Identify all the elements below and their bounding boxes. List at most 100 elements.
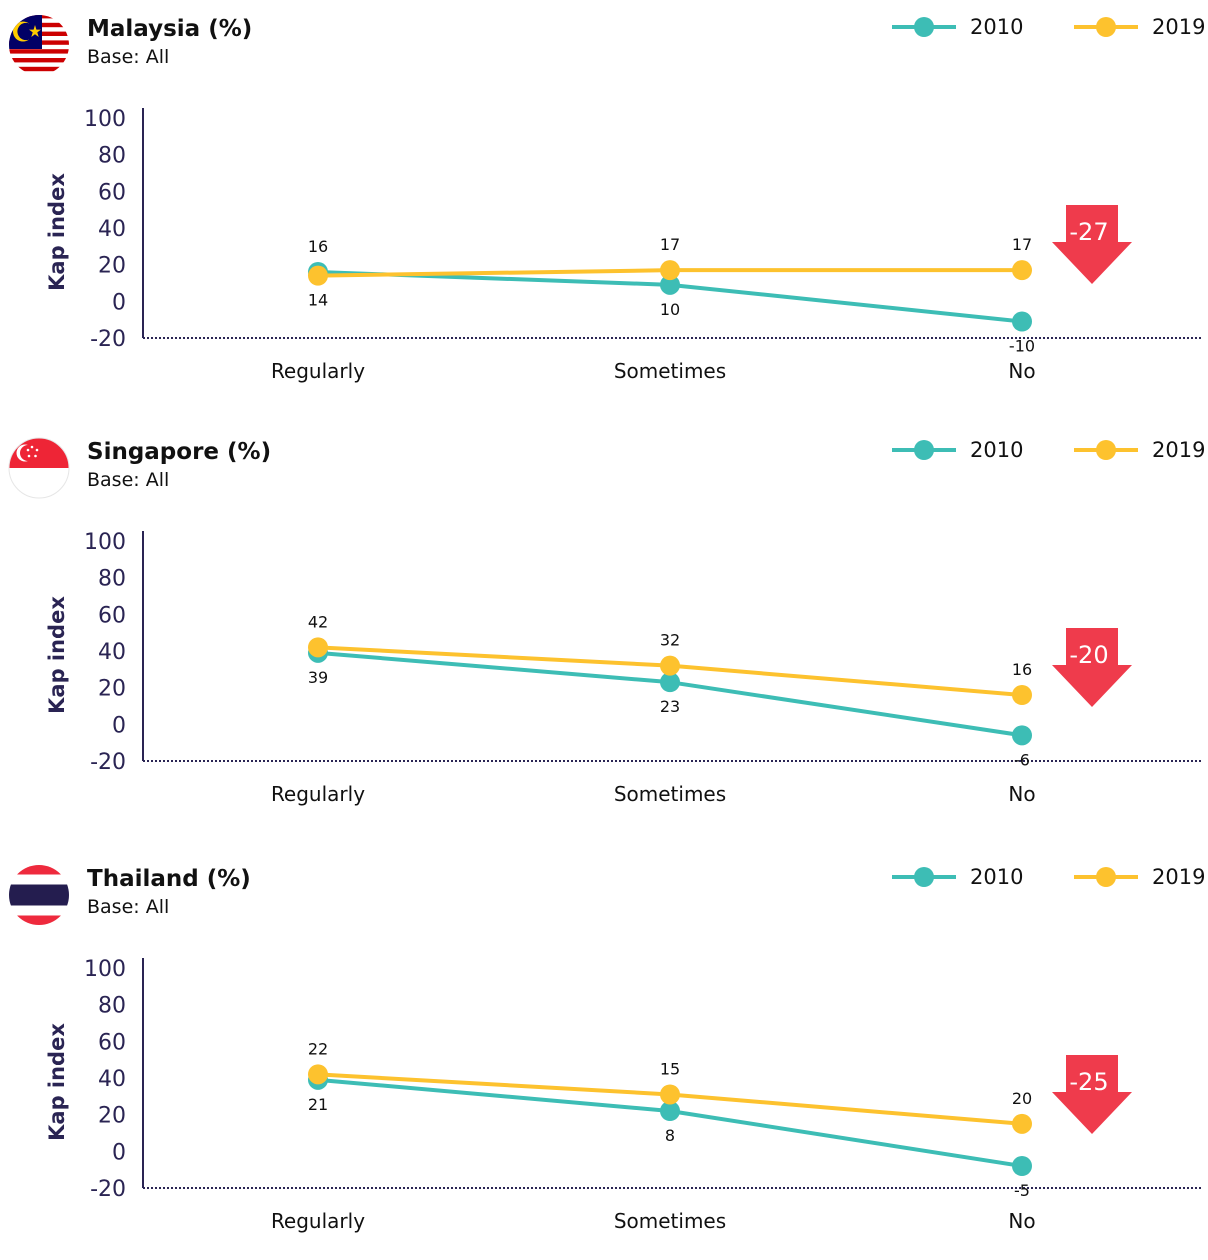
- y-tick-label: 60: [98, 603, 126, 628]
- y-tick-label: -20: [90, 1177, 126, 1202]
- data-point-2019: [308, 1064, 328, 1085]
- change-arrow-icon: [1052, 205, 1132, 284]
- y-tick-label: 80: [98, 567, 126, 592]
- data-label-2019: 17: [660, 235, 680, 254]
- line-chart-thailand: 100 80 60 40 20 0 -20 Kap index Regularly Sometim…: [45, 957, 1202, 1233]
- y-tick-label: 80: [98, 144, 126, 169]
- y-tick-label: 40: [98, 217, 126, 242]
- legend-marker-2010: [892, 440, 956, 460]
- change-badge-value: -25: [1069, 1068, 1108, 1096]
- line-chart-singapore: 100 80 60 40 20 0 -20 Kap index Regularly Sometim…: [45, 530, 1202, 806]
- y-tick-label: 20: [98, 1104, 126, 1129]
- legend-item-2010: 2010: [892, 862, 1023, 892]
- legend-label-2019: 2019: [1152, 15, 1206, 39]
- data-point-2019: [660, 655, 680, 676]
- panel-subtitle: Base: All: [87, 896, 170, 918]
- chart-panel-singapore: Singapore (%) Base: All 2010 2019 100 80 6…: [0, 423, 1208, 833]
- x-tick-label: Regularly: [271, 359, 365, 383]
- data-label-2010: 39: [308, 668, 328, 687]
- y-axis-label: Kap index: [45, 596, 69, 714]
- data-point-2010: [1012, 311, 1032, 332]
- panel-subtitle: Base: All: [87, 46, 170, 68]
- change-arrow-icon: [1052, 628, 1132, 707]
- data-label-2019: 22: [308, 1039, 328, 1058]
- x-tick-label: No: [1008, 782, 1035, 806]
- panel-title: Malaysia (%): [87, 16, 253, 42]
- legend-marker-2010: [892, 867, 956, 887]
- data-label-2010: -5: [1014, 1181, 1030, 1200]
- data-label-2019: 15: [660, 1060, 680, 1079]
- legend-label-2010: 2010: [970, 438, 1024, 462]
- legend-label-2019: 2019: [1152, 865, 1206, 889]
- data-label-2019: 20: [1012, 1089, 1032, 1108]
- x-tick-label: No: [1008, 359, 1035, 383]
- x-tick-label: Sometimes: [614, 1209, 726, 1233]
- x-tick-label: Sometimes: [614, 782, 726, 806]
- data-point-2019: [1012, 1113, 1032, 1134]
- data-point-2010: [660, 672, 680, 693]
- data-point-2019: [1012, 260, 1032, 281]
- data-point-2019: [308, 637, 328, 658]
- data-point-2010: [660, 1101, 680, 1121]
- thailand-flag-icon: [9, 865, 69, 925]
- legend-item-2019: 2019: [1074, 862, 1205, 892]
- legend-label-2010: 2010: [970, 865, 1024, 889]
- singapore-flag-icon: [8, 437, 70, 499]
- legend-marker-2010: [892, 17, 956, 37]
- panel-title: Singapore (%): [87, 439, 272, 465]
- line-chart-malaysia: 100 80 60 40 20 0 -20 Kap index Regularly Sometim…: [45, 107, 1202, 383]
- data-point-2019: [660, 260, 680, 281]
- y-tick-label: 20: [98, 677, 126, 702]
- y-tick-label: 60: [98, 1030, 126, 1055]
- legend-marker-2019: [1074, 17, 1138, 37]
- legend-marker-2019: [1074, 867, 1138, 887]
- y-tick-label: 40: [98, 640, 126, 665]
- data-point-2010: [1012, 725, 1032, 746]
- data-point-2019: [1012, 685, 1032, 705]
- panel-subtitle: Base: All: [87, 469, 170, 491]
- data-point-2010: [660, 274, 680, 295]
- data-label-2010: 23: [660, 697, 680, 716]
- y-tick-label: -20: [90, 327, 126, 352]
- legend-item-2010: 2010: [892, 435, 1023, 465]
- y-tick-label: 100: [84, 957, 126, 982]
- x-tick-label: Regularly: [271, 782, 365, 806]
- change-arrow-icon: [1052, 1055, 1132, 1134]
- data-label-2019: 17: [1012, 235, 1032, 254]
- data-label-2010: -6: [1014, 750, 1030, 769]
- x-tick-label: No: [1008, 1209, 1035, 1233]
- data-label-2019: 32: [660, 631, 680, 650]
- x-tick-label: Regularly: [271, 1209, 365, 1233]
- legend-label-2019: 2019: [1152, 438, 1206, 462]
- y-axis-label: Kap index: [45, 1023, 69, 1141]
- legend-label-2010: 2010: [970, 15, 1024, 39]
- chart-panel-malaysia: Malaysia (%) Base: All 2010 2019 100 80 60…: [0, 0, 1208, 410]
- data-label-2019: 14: [308, 291, 328, 310]
- y-tick-label: 100: [84, 530, 126, 555]
- change-badge-value: -27: [1069, 218, 1108, 246]
- y-tick-label: 40: [98, 1067, 126, 1092]
- legend-item-2019: 2019: [1074, 12, 1205, 42]
- legend-marker-2019: [1074, 440, 1138, 460]
- data-label-2019: 42: [308, 612, 328, 631]
- data-label-2010: -10: [1009, 337, 1035, 356]
- data-label-2010: 16: [308, 237, 328, 256]
- data-label-2010: 8: [665, 1126, 675, 1145]
- legend-item-2010: 2010: [892, 12, 1023, 42]
- data-point-2019: [308, 265, 328, 286]
- legend-item-2019: 2019: [1074, 435, 1205, 465]
- y-tick-label: 0: [112, 713, 126, 738]
- y-tick-label: -20: [90, 750, 126, 775]
- y-tick-label: 80: [98, 994, 126, 1019]
- y-tick-label: 60: [98, 180, 126, 205]
- y-axis-label: Kap index: [45, 173, 69, 291]
- data-label-2019: 16: [1012, 660, 1032, 679]
- x-tick-label: Sometimes: [614, 359, 726, 383]
- y-tick-label: 0: [112, 290, 126, 315]
- data-point-2010: [1012, 1156, 1032, 1176]
- panel-title: Thailand (%): [87, 866, 251, 892]
- data-label-2010: 10: [660, 300, 680, 319]
- chart-panel-thailand: Thailand (%) Base: All 2010 2019 100 80 60…: [0, 850, 1208, 1260]
- change-badge-value: -20: [1069, 641, 1108, 669]
- malaysia-flag-icon: [9, 15, 69, 75]
